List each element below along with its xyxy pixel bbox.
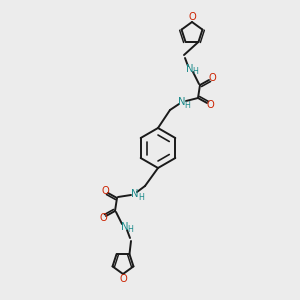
Text: N: N	[131, 189, 139, 199]
Text: H: H	[127, 226, 133, 235]
Text: O: O	[206, 100, 214, 110]
Text: H: H	[138, 193, 144, 202]
Text: N: N	[178, 97, 186, 107]
Text: H: H	[192, 68, 198, 76]
Text: O: O	[188, 12, 196, 22]
Text: H: H	[184, 100, 190, 109]
Text: O: O	[99, 213, 107, 223]
Text: O: O	[101, 186, 109, 196]
Text: O: O	[119, 274, 127, 284]
Text: N: N	[186, 64, 194, 74]
Text: O: O	[208, 73, 216, 83]
Text: N: N	[121, 222, 129, 232]
